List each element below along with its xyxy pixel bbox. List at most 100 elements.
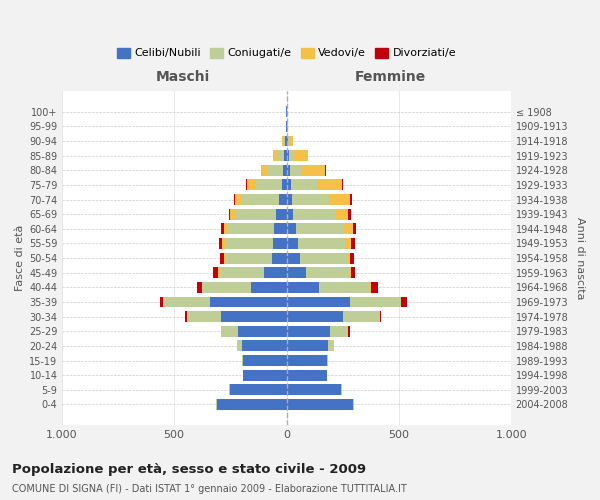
Bar bbox=[225, 238, 273, 249]
Bar bbox=[283, 165, 287, 176]
Bar bbox=[349, 326, 350, 337]
Bar bbox=[287, 121, 288, 132]
Bar bbox=[343, 311, 380, 322]
Bar bbox=[353, 224, 356, 234]
Bar bbox=[289, 136, 293, 146]
Bar bbox=[187, 311, 221, 322]
Bar bbox=[242, 355, 243, 366]
Bar bbox=[350, 238, 355, 249]
Bar bbox=[219, 267, 264, 278]
Bar bbox=[242, 194, 278, 205]
Bar bbox=[371, 282, 377, 293]
Bar bbox=[291, 180, 317, 190]
Bar bbox=[346, 238, 350, 249]
Bar bbox=[305, 267, 350, 278]
Bar bbox=[293, 150, 308, 161]
Text: Popolazione per età, sesso e stato civile - 2009: Popolazione per età, sesso e stato civil… bbox=[12, 462, 366, 475]
Bar bbox=[287, 252, 300, 264]
Bar bbox=[217, 399, 287, 410]
Bar bbox=[224, 224, 227, 234]
Bar bbox=[264, 267, 287, 278]
Bar bbox=[229, 384, 230, 396]
Bar bbox=[292, 194, 329, 205]
Bar bbox=[221, 326, 238, 337]
Bar bbox=[229, 208, 230, 220]
Legend: Celibi/Nubili, Coniugati/e, Vedovi/e, Divorziati/e: Celibi/Nubili, Coniugati/e, Vedovi/e, Di… bbox=[112, 43, 461, 63]
Bar bbox=[325, 165, 326, 176]
Bar bbox=[287, 311, 343, 322]
Bar bbox=[282, 136, 284, 146]
Bar bbox=[242, 340, 287, 351]
Bar bbox=[350, 194, 352, 205]
Bar bbox=[235, 208, 277, 220]
Bar bbox=[317, 180, 341, 190]
Bar bbox=[218, 267, 219, 278]
Bar bbox=[219, 238, 223, 249]
Bar bbox=[214, 267, 218, 278]
Bar bbox=[224, 252, 225, 264]
Bar bbox=[286, 136, 287, 146]
Bar bbox=[287, 399, 353, 410]
Bar bbox=[255, 180, 282, 190]
Bar bbox=[287, 194, 292, 205]
Bar bbox=[287, 238, 298, 249]
Bar bbox=[335, 208, 349, 220]
Bar bbox=[329, 194, 350, 205]
Text: COMUNE DI SIGNA (FI) - Dati ISTAT 1° gennaio 2009 - Elaborazione TUTTITALIA.IT: COMUNE DI SIGNA (FI) - Dati ISTAT 1° gen… bbox=[12, 484, 407, 494]
Bar bbox=[319, 282, 370, 293]
Bar bbox=[341, 180, 343, 190]
Y-axis label: Anni di nascita: Anni di nascita bbox=[575, 217, 585, 300]
Bar bbox=[273, 150, 278, 161]
Bar bbox=[237, 340, 242, 351]
Bar bbox=[300, 252, 347, 264]
Bar bbox=[290, 165, 302, 176]
Bar bbox=[350, 252, 354, 264]
Bar bbox=[284, 136, 286, 146]
Bar bbox=[293, 208, 335, 220]
Bar bbox=[197, 282, 202, 293]
Bar bbox=[235, 194, 242, 205]
Bar bbox=[251, 282, 287, 293]
Bar bbox=[238, 326, 287, 337]
Bar bbox=[287, 165, 290, 176]
Bar bbox=[287, 340, 328, 351]
Bar bbox=[227, 224, 274, 234]
Bar bbox=[327, 355, 328, 366]
Bar bbox=[246, 180, 247, 190]
Bar bbox=[230, 384, 287, 396]
Bar bbox=[160, 296, 163, 308]
Bar bbox=[278, 194, 287, 205]
Bar bbox=[272, 252, 287, 264]
Bar bbox=[289, 150, 293, 161]
Bar bbox=[243, 370, 287, 380]
Bar bbox=[163, 296, 210, 308]
Bar bbox=[296, 224, 344, 234]
Bar bbox=[344, 224, 353, 234]
Bar bbox=[331, 326, 349, 337]
Bar bbox=[347, 252, 350, 264]
Bar bbox=[370, 282, 371, 293]
Bar bbox=[202, 282, 251, 293]
Bar bbox=[274, 224, 287, 234]
Bar bbox=[287, 384, 341, 396]
Bar bbox=[225, 252, 272, 264]
Bar bbox=[328, 340, 334, 351]
Bar bbox=[353, 399, 354, 410]
Bar bbox=[284, 150, 287, 161]
Bar bbox=[287, 296, 350, 308]
Bar bbox=[350, 296, 401, 308]
Bar bbox=[216, 399, 217, 410]
Bar bbox=[221, 311, 287, 322]
Bar bbox=[273, 238, 287, 249]
Bar bbox=[287, 224, 296, 234]
Bar bbox=[287, 370, 327, 380]
Bar bbox=[185, 311, 187, 322]
Bar bbox=[234, 194, 235, 205]
Bar bbox=[287, 150, 289, 161]
Bar bbox=[223, 238, 225, 249]
Bar bbox=[247, 180, 255, 190]
Bar bbox=[287, 180, 291, 190]
Bar bbox=[210, 296, 287, 308]
Y-axis label: Fasce di età: Fasce di età bbox=[15, 225, 25, 292]
Bar bbox=[282, 180, 287, 190]
